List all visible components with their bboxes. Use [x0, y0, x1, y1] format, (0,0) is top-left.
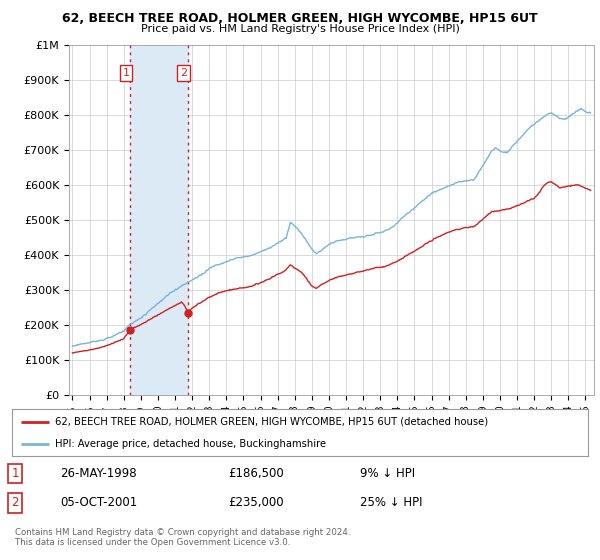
Text: 1: 1 — [11, 467, 19, 480]
Text: HPI: Average price, detached house, Buckinghamshire: HPI: Average price, detached house, Buck… — [55, 438, 326, 449]
Text: 9% ↓ HPI: 9% ↓ HPI — [360, 467, 415, 480]
Text: Contains HM Land Registry data © Crown copyright and database right 2024.
This d: Contains HM Land Registry data © Crown c… — [15, 528, 350, 548]
Text: 05-OCT-2001: 05-OCT-2001 — [60, 497, 137, 510]
Text: £235,000: £235,000 — [228, 497, 284, 510]
Text: 2: 2 — [11, 497, 19, 510]
Text: Price paid vs. HM Land Registry's House Price Index (HPI): Price paid vs. HM Land Registry's House … — [140, 24, 460, 34]
Text: 25% ↓ HPI: 25% ↓ HPI — [360, 497, 422, 510]
Text: 1: 1 — [122, 68, 130, 78]
Text: 62, BEECH TREE ROAD, HOLMER GREEN, HIGH WYCOMBE, HP15 6UT (detached house): 62, BEECH TREE ROAD, HOLMER GREEN, HIGH … — [55, 417, 488, 427]
Text: £186,500: £186,500 — [228, 467, 284, 480]
Text: 62, BEECH TREE ROAD, HOLMER GREEN, HIGH WYCOMBE, HP15 6UT: 62, BEECH TREE ROAD, HOLMER GREEN, HIGH … — [62, 12, 538, 25]
Text: 2: 2 — [180, 68, 187, 78]
Bar — [130, 45, 188, 395]
Text: 26-MAY-1998: 26-MAY-1998 — [60, 467, 137, 480]
